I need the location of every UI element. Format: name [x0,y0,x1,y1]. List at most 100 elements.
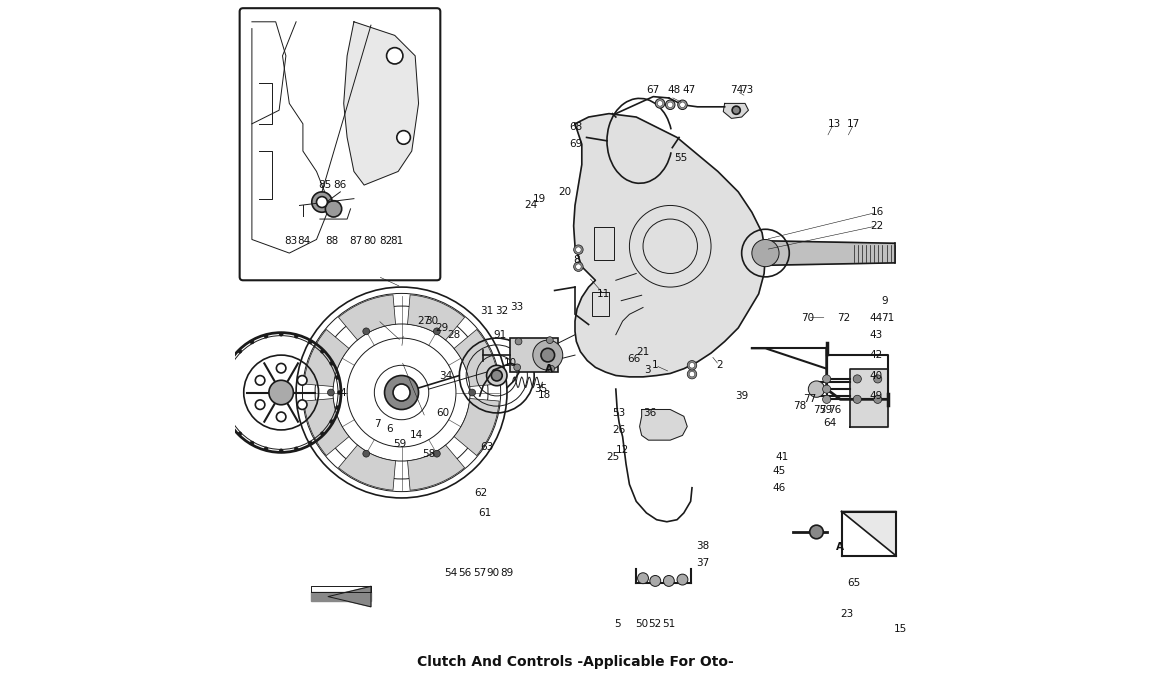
Text: 65: 65 [848,578,860,588]
Circle shape [316,197,328,208]
Circle shape [546,337,553,344]
Text: 53: 53 [613,408,626,418]
Circle shape [308,340,313,344]
Text: 82: 82 [380,236,392,246]
Text: 66: 66 [627,354,641,363]
Circle shape [576,264,581,269]
Text: 25: 25 [606,452,619,462]
Circle shape [386,48,402,64]
Text: 27: 27 [417,316,430,326]
Wedge shape [454,329,499,387]
Text: 62: 62 [475,488,488,497]
Circle shape [689,363,695,368]
Circle shape [229,361,232,365]
Circle shape [532,340,562,370]
Circle shape [853,395,861,404]
Wedge shape [407,295,465,340]
Text: 74: 74 [730,85,744,95]
Text: 42: 42 [869,350,882,360]
Circle shape [576,247,581,253]
Text: 83: 83 [284,236,298,246]
Text: 9: 9 [881,296,888,306]
Circle shape [514,364,521,371]
Circle shape [515,338,522,345]
Circle shape [874,375,882,383]
Polygon shape [851,369,888,426]
Text: 45: 45 [773,466,785,476]
Text: 56: 56 [458,568,472,578]
Text: 24: 24 [524,200,537,210]
Circle shape [650,576,661,587]
Polygon shape [723,103,749,118]
Text: 52: 52 [649,619,662,629]
Text: 6: 6 [386,423,393,434]
Text: 86: 86 [334,180,347,190]
Circle shape [294,447,298,451]
Text: 57: 57 [473,568,486,578]
Circle shape [853,375,861,383]
Text: 33: 33 [511,303,523,313]
Circle shape [250,441,254,445]
Circle shape [328,389,335,396]
Circle shape [393,384,411,401]
Circle shape [276,412,286,421]
Text: 16: 16 [871,207,883,217]
Text: 37: 37 [696,557,710,568]
Circle shape [469,389,476,396]
Bar [595,227,614,260]
Circle shape [688,361,697,370]
Polygon shape [766,241,895,265]
Circle shape [677,574,688,585]
Text: 72: 72 [837,313,850,322]
Circle shape [547,365,554,372]
Text: 46: 46 [773,483,785,492]
Text: 14: 14 [409,430,423,441]
Text: 26: 26 [613,425,626,435]
Polygon shape [310,592,371,601]
Circle shape [667,102,673,107]
Text: 41: 41 [776,452,789,462]
Text: 50: 50 [635,619,649,629]
Text: 40: 40 [869,370,882,380]
Text: 15: 15 [894,624,906,634]
Text: 47: 47 [683,85,696,95]
Circle shape [574,245,583,255]
Circle shape [221,391,224,395]
Circle shape [658,100,662,106]
Text: 18: 18 [538,389,551,400]
Circle shape [308,441,313,445]
Wedge shape [454,398,499,456]
Text: 69: 69 [569,139,583,150]
Text: 13: 13 [828,119,842,129]
Text: 70: 70 [802,313,814,322]
Text: 11: 11 [597,289,611,299]
Circle shape [362,450,369,457]
Circle shape [822,385,830,393]
Text: 91: 91 [493,330,507,339]
Text: 8: 8 [574,255,581,265]
Circle shape [362,328,369,335]
Text: A: A [836,542,844,552]
Text: 77: 77 [803,394,816,404]
Text: 87: 87 [350,236,362,246]
Circle shape [540,348,554,362]
Text: 36: 36 [643,408,657,418]
Circle shape [434,450,440,457]
Circle shape [229,419,232,423]
Bar [592,292,610,316]
Circle shape [664,576,674,587]
Text: 31: 31 [480,306,493,316]
Circle shape [269,380,293,405]
Circle shape [238,349,242,353]
Circle shape [677,100,688,109]
Circle shape [312,192,332,212]
Circle shape [255,400,264,409]
Circle shape [822,395,830,404]
Text: 81: 81 [390,236,404,246]
Wedge shape [338,295,396,340]
Text: 55: 55 [674,153,687,163]
Text: 3: 3 [644,365,651,375]
Text: 89: 89 [500,568,514,578]
Circle shape [264,447,268,451]
Text: 54: 54 [445,568,458,578]
